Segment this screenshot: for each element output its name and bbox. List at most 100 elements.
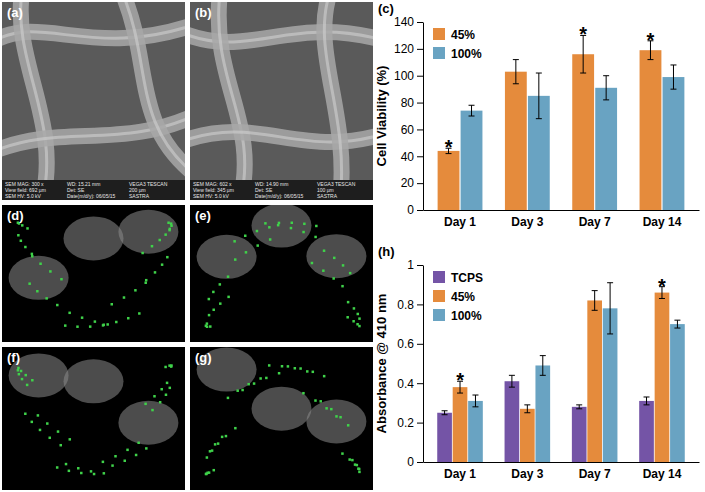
error-cap: [469, 105, 475, 106]
cell-spot: [351, 459, 354, 462]
cell-spot: [145, 447, 148, 450]
bar: [572, 407, 587, 462]
cell-spot: [69, 438, 72, 441]
bar: [655, 293, 670, 462]
tick-mark: [417, 383, 423, 384]
bar: [438, 151, 460, 210]
tick: Day 14: [643, 467, 682, 481]
tick-mark: [417, 103, 423, 104]
error-stem: [471, 105, 472, 116]
cell-spot: [161, 263, 164, 266]
cell-spot: [339, 416, 342, 419]
info-text: SASTRA: [129, 193, 150, 199]
error-bar: [592, 291, 598, 311]
tick: 0.4: [397, 377, 423, 391]
error-stem: [606, 76, 607, 100]
annotation: *: [579, 23, 587, 45]
cell-spot: [76, 325, 79, 328]
error-cap: [524, 404, 530, 405]
cell-spot: [145, 279, 148, 282]
x-axis: Day 1Day 3Day 7Day 14: [424, 463, 700, 481]
cell-spot: [358, 471, 361, 474]
cell-spot: [93, 473, 96, 476]
cell-spot: [39, 262, 42, 265]
scaffold-shadow: [9, 256, 69, 300]
axis-line: [424, 462, 700, 463]
cell-spot: [151, 245, 154, 248]
info-text: SEM HV: 5.0 kV: [5, 193, 42, 199]
error-cap: [607, 282, 613, 283]
error-cap: [647, 59, 653, 60]
cell-spot: [268, 364, 271, 367]
legend-label: 100%: [451, 47, 482, 61]
cell-spot: [208, 298, 211, 301]
error-cap: [644, 396, 650, 397]
cell-spot: [65, 463, 68, 466]
cell-spot: [102, 323, 105, 326]
cell-spot: [94, 320, 97, 323]
bar: [520, 409, 535, 462]
fiber-highlight: [21, 2, 47, 200]
info-text: Date(m/d/y): 06/05/15: [67, 193, 116, 199]
cell-spot: [269, 238, 272, 241]
info-bar: [2, 180, 185, 200]
cell-spot: [17, 367, 20, 370]
bar: [505, 381, 520, 462]
cell-spot: [21, 224, 24, 227]
panel-label: (e): [195, 208, 211, 223]
error-cap: [540, 355, 546, 356]
cell-spot: [212, 309, 215, 312]
cell-spot: [302, 231, 305, 234]
cell-spot: [348, 458, 351, 461]
tick: 0: [407, 203, 423, 217]
error-cap: [509, 387, 515, 388]
tick-mark: [417, 423, 423, 424]
cell-spot: [219, 283, 222, 286]
tick: Day 3: [511, 215, 543, 229]
fiber: [122, 2, 185, 172]
error-cap: [592, 290, 598, 291]
tick-label: 40: [401, 150, 415, 164]
error-bar: [472, 395, 478, 407]
axis-line: [423, 266, 424, 463]
cell-spot: [123, 296, 126, 299]
cell-spot: [17, 369, 20, 372]
cell-spot: [89, 325, 92, 328]
cell-spot: [68, 470, 71, 473]
legend-swatch: [433, 28, 445, 40]
tick: 1: [407, 258, 423, 272]
cell-spot: [356, 323, 359, 326]
tick-label: Day 1: [444, 467, 476, 481]
cell-spot: [347, 301, 350, 304]
error-cap: [576, 404, 582, 405]
cell-spot: [102, 324, 105, 327]
cell-spot: [241, 389, 244, 392]
panel-label: (h): [378, 244, 395, 259]
cell-spot: [244, 234, 247, 237]
y-axis: 00.20.40.60.81: [397, 258, 423, 469]
tick-label: 0.2: [397, 416, 414, 430]
chart: 020406080100120140Day 1Day 3Day 7Day 14C…: [374, 1, 700, 229]
error-bar: [607, 283, 613, 334]
cell-spot: [221, 436, 224, 439]
cell-spot: [205, 473, 208, 476]
bar: [663, 77, 685, 210]
cell-spot: [169, 228, 172, 231]
error-stem: [475, 395, 476, 407]
cell-spot: [144, 403, 147, 406]
error-stem: [542, 356, 543, 376]
cell-spot: [64, 324, 67, 327]
cell-spot: [159, 401, 162, 404]
cell-spot: [346, 316, 349, 319]
error-stem: [444, 411, 445, 415]
confocal-image: [190, 347, 373, 490]
cell-spot: [312, 371, 315, 374]
cell-spot: [353, 307, 356, 310]
error-bar: [524, 405, 530, 413]
bar: [640, 50, 662, 210]
cell-spot: [341, 452, 344, 455]
cell-spot: [36, 290, 39, 293]
cell-spot: [212, 291, 215, 294]
panel-label: (b): [195, 5, 212, 20]
tick: Day 3: [511, 467, 543, 481]
